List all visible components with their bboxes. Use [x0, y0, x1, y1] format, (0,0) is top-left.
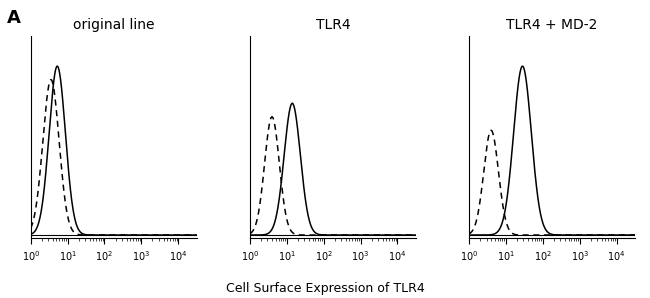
Text: Cell Surface Expression of TLR4: Cell Surface Expression of TLR4: [226, 282, 424, 295]
Title: TLR4 + MD-2: TLR4 + MD-2: [506, 18, 598, 32]
Text: A: A: [6, 9, 20, 27]
Title: TLR4: TLR4: [315, 18, 350, 32]
Title: original line: original line: [73, 18, 155, 32]
